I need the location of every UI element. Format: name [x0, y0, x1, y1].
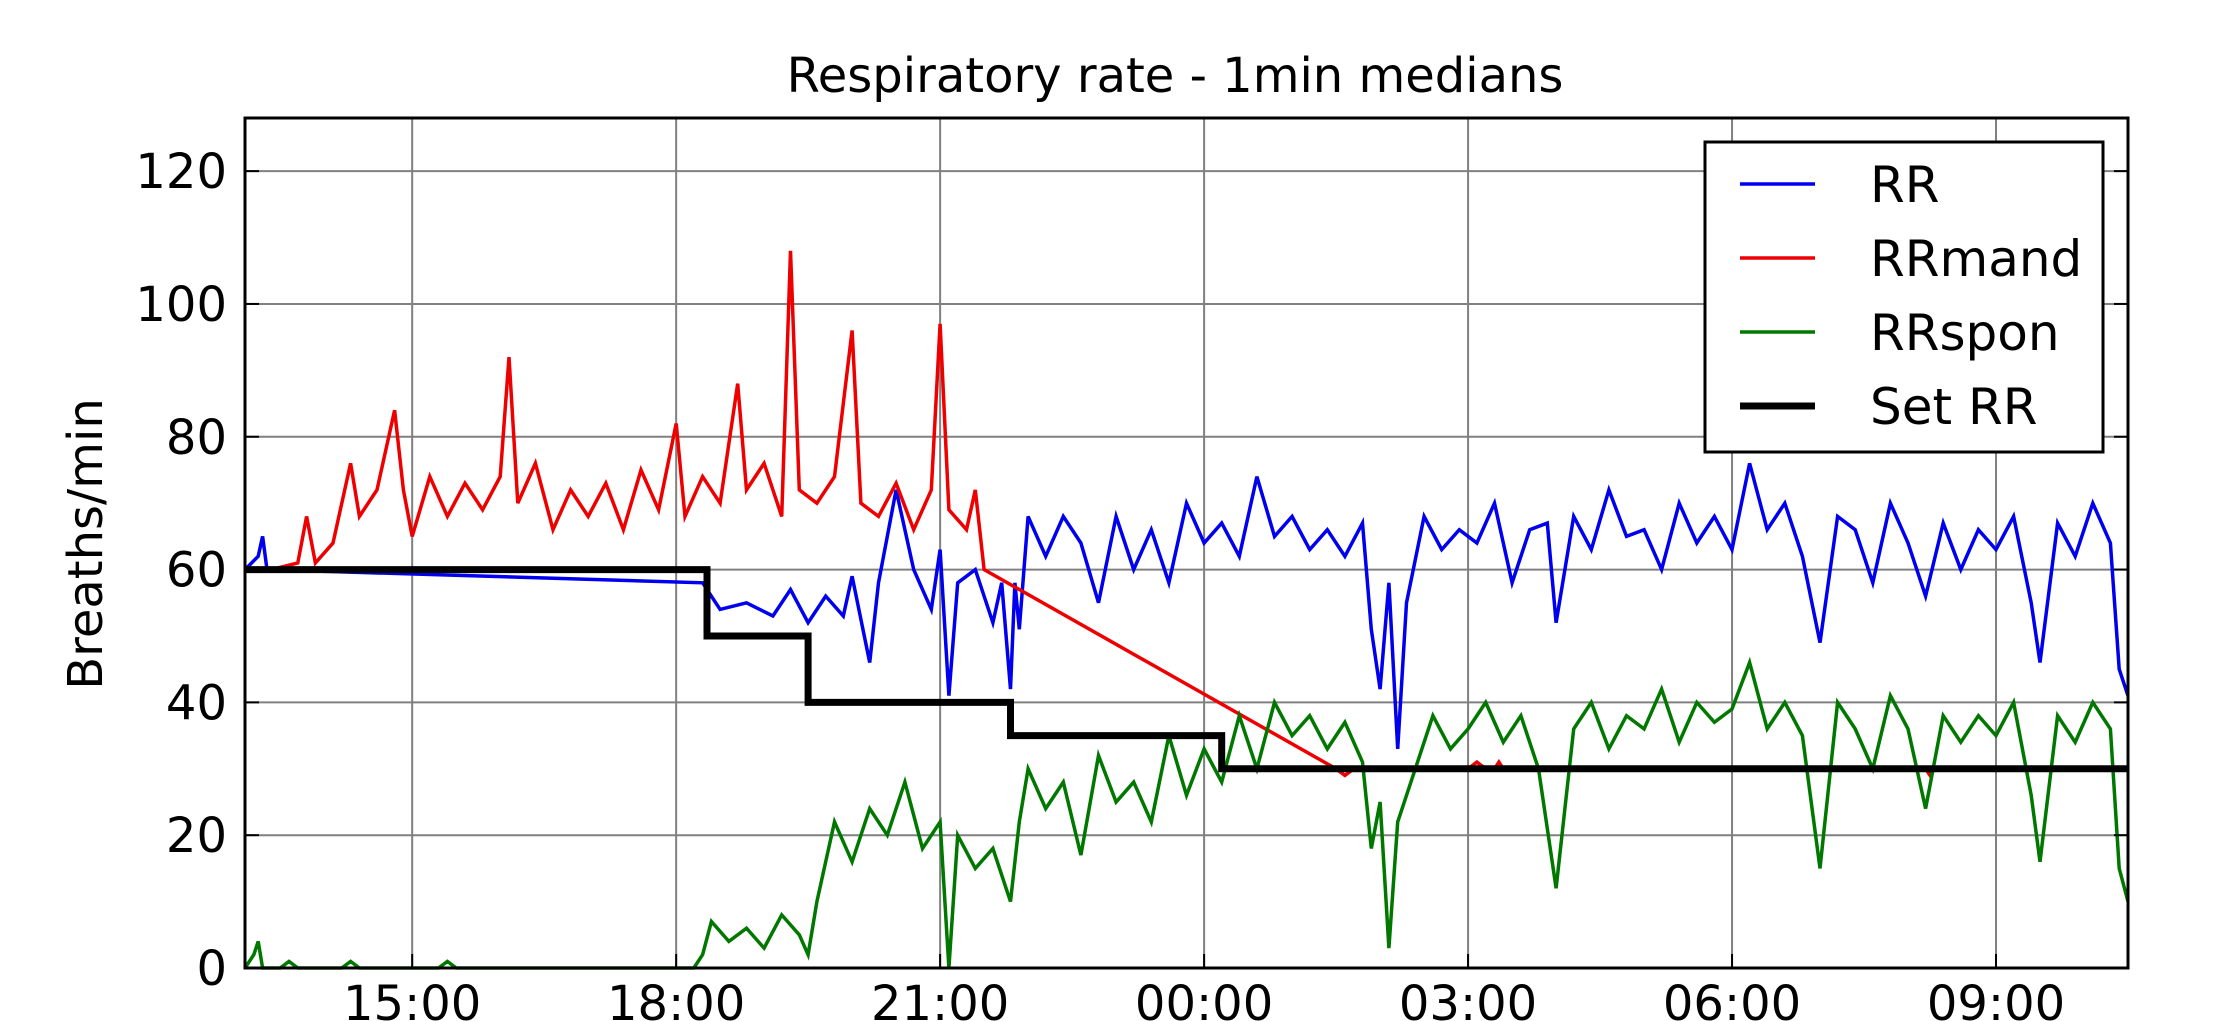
x-tick-label: 21:00	[871, 976, 1009, 1021]
x-tick-label: 18:00	[607, 976, 745, 1021]
y-tick-label: 0	[196, 941, 227, 997]
y-tick-label: 120	[135, 144, 227, 200]
legend-label: RR	[1870, 156, 1939, 214]
series-line-set-rr	[245, 566, 2128, 773]
y-tick-label: 80	[166, 410, 227, 466]
legend-box	[1703, 140, 2105, 454]
series-line-rr	[243, 462, 2130, 750]
x-tick-label: 15:00	[343, 976, 481, 1021]
legend-label: RRmand	[1870, 230, 2082, 288]
x-tick-label: 03:00	[1399, 976, 1537, 1021]
series-lines	[243, 250, 2130, 970]
y-tick-label: 100	[135, 277, 227, 333]
y-tick-label: 20	[166, 808, 227, 864]
chart-title: Respiratory rate - 1min medians	[787, 48, 1564, 104]
y-axis-title: Breaths/min	[58, 398, 114, 690]
x-tick-label: 09:00	[1927, 976, 2065, 1021]
series-line-rrmand	[245, 250, 1936, 779]
plot-border	[243, 116, 2130, 970]
plot-frame	[243, 116, 2130, 970]
tick-labels: 0 20 40 60 80 100 120 15:00 18:00 21:00 00:00 03:00…	[135, 144, 2065, 1021]
x-tick-label: 06:00	[1663, 976, 1801, 1021]
legend-label: RRspon	[1870, 304, 2060, 362]
legend-label: Set RR	[1870, 378, 2037, 436]
series-line-rrspon	[243, 656, 2130, 970]
y-tick-label: 60	[166, 543, 227, 599]
legend: RR RRmand RRspon Set RR	[1703, 140, 2105, 454]
y-tick-label: 40	[166, 675, 227, 731]
x-tick-label: 00:00	[1135, 976, 1273, 1021]
